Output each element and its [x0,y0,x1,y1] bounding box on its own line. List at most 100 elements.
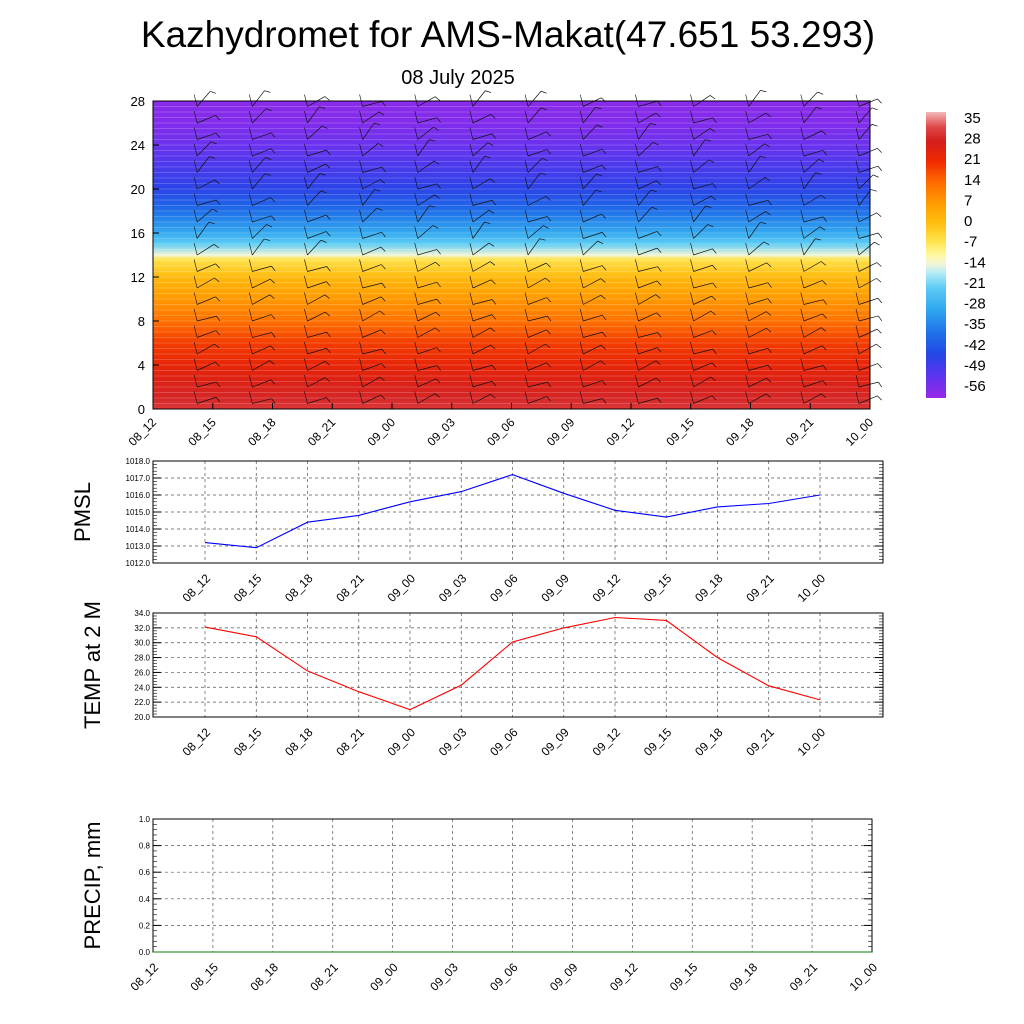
plot-frame [152,612,884,718]
wind-barb [855,209,882,223]
x-tick-label: 08_21 [333,571,367,605]
colorbar-tick-label: 21 [964,151,981,168]
x-tick-label: 09_09 [538,571,572,605]
x-tick-label: 09_03 [427,960,461,994]
wind-barb [855,143,882,157]
x-tick-label: 09_21 [743,571,777,605]
wind-barb [414,259,441,272]
wind-barb [745,155,767,173]
x-tick-label: 10_00 [795,725,829,759]
wind-barb [193,374,221,388]
x-tick-label: 09_06 [487,960,521,994]
wind-barb [304,341,331,355]
wind-barb [635,206,658,223]
wind-barb [304,275,331,289]
wind-barb [193,341,220,355]
wind-barb [248,308,276,322]
wind-barb [248,325,276,338]
wind-barb [248,173,271,190]
y-axis-label: PMSL [70,482,95,542]
wind-barb [745,221,767,239]
wind-barb [745,358,772,371]
wind-barb [248,238,271,256]
wind-barb [800,275,827,289]
wind-barb [524,358,551,371]
wind-barb [524,308,552,322]
wind-barb [579,240,604,256]
heatmap-y-tick-label: 16 [131,226,145,241]
wind-barb [579,143,607,157]
y-tick-label: 1015.0 [126,508,151,517]
wind-barb [524,259,551,272]
wind-barb [635,341,662,355]
wind-barb [800,158,825,173]
wind-barb [690,259,717,272]
x-tick-label: 09_15 [641,725,675,759]
wind-barb [359,207,383,223]
x-tick-label: 09_21 [743,725,777,759]
wind-barb [745,325,772,338]
wind-barb [193,325,221,338]
y-tick-label: 1012.0 [126,559,151,568]
heatmap-field [153,101,870,409]
x-tick-label: 08_21 [307,960,341,994]
wind-barb [469,209,495,223]
wind-barb [690,325,717,338]
wind-barb [414,275,441,289]
wind-barb [304,106,326,124]
wind-barb [745,209,771,223]
wind-barb [304,143,331,157]
wind-barb [745,341,772,355]
wind-barb [855,174,879,190]
wind-barb [635,242,662,256]
x-tick-label: 09_18 [727,960,761,994]
wind-barb [248,127,276,140]
wind-barb [304,259,331,272]
wind-barb [800,106,822,124]
heatmap-y-tick-label: 12 [131,270,145,285]
wind-barb [524,238,546,256]
y-tick-label: 32.0 [134,624,150,633]
colorbar-tick-label: -14 [964,254,986,271]
y-tick-label: 0.0 [139,948,151,957]
heatmap-y-tick-label: 8 [138,314,145,329]
wind-barb [745,176,771,190]
wind-barb [855,292,883,305]
wind-barb [745,374,772,388]
y-tick-label: 24.0 [134,683,150,692]
wind-barb [635,374,661,388]
wind-barb [248,157,272,173]
wind-barb [579,209,607,223]
y-tick-label: 34.0 [134,609,150,618]
heatmap-y-tick-label: 24 [131,138,145,153]
wind-barb [800,172,822,190]
wind-barb [855,259,882,272]
wind-barb [359,275,386,289]
wind-barb [304,190,327,206]
plot-frame [152,460,884,564]
wind-barb [304,160,331,173]
wind-barb [800,193,826,206]
wind-barb [193,391,221,404]
wind-barb [193,193,221,206]
wind-barb [524,292,552,305]
wind-barb [359,292,386,305]
wind-barb [469,358,497,371]
wind-barb [304,125,328,140]
wind-barb [248,341,276,355]
heatmap-x-tick-label: 08_21 [305,415,339,449]
wind-barb [304,239,327,256]
heatmap-x-tick-label: 09_00 [365,415,399,449]
wind-barb [193,242,220,256]
colorbar-tick-label: 0 [964,213,972,230]
wind-barb [193,208,218,223]
heatmap-y-tick-label: 28 [131,94,145,109]
y-tick-label: 0.8 [139,842,151,851]
x-tick-label: 09_00 [385,725,419,759]
chart-title: Kazhydromet for AMS-Makat(47.651 53.293) [141,14,875,55]
wind-barb [690,176,717,190]
wind-barb [579,160,607,173]
wind-barb [635,160,662,173]
chart-subtitle: 08 July 2025 [401,67,514,89]
